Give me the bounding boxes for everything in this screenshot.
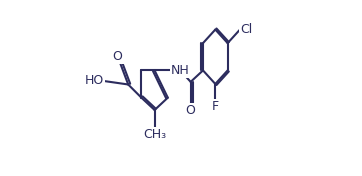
Text: O: O xyxy=(113,50,123,63)
Text: Cl: Cl xyxy=(240,23,252,36)
Text: F: F xyxy=(212,100,219,113)
Text: O: O xyxy=(186,103,195,117)
Text: HO: HO xyxy=(84,74,104,87)
Text: NH: NH xyxy=(171,64,189,77)
Text: CH₃: CH₃ xyxy=(143,128,166,141)
